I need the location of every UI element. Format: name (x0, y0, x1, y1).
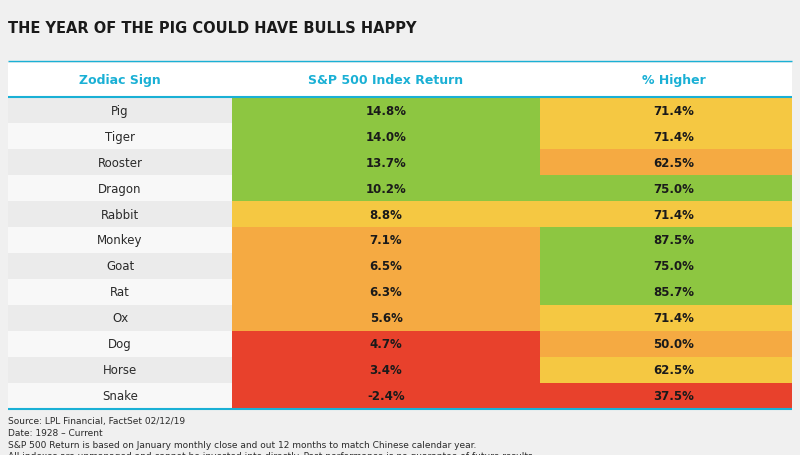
Bar (232, 331, 540, 357)
Text: 13.7%: 13.7% (366, 156, 406, 169)
Text: 75.0%: 75.0% (654, 260, 694, 273)
Bar (8, 150, 232, 176)
Text: Ox: Ox (112, 312, 128, 325)
Text: 75.0%: 75.0% (654, 182, 694, 195)
Bar (8, 253, 232, 279)
Text: Pig: Pig (111, 104, 129, 117)
Text: Rooster: Rooster (98, 156, 142, 169)
Bar (540, 383, 792, 409)
Bar (8, 305, 232, 331)
Text: 71.4%: 71.4% (654, 130, 694, 143)
Text: 3.4%: 3.4% (370, 364, 402, 377)
Text: Zodiac Sign: Zodiac Sign (79, 74, 161, 87)
Text: 6.3%: 6.3% (370, 286, 402, 299)
Bar (540, 98, 792, 124)
Text: 8.8%: 8.8% (370, 208, 402, 221)
Bar (8, 98, 232, 124)
Text: 10.2%: 10.2% (366, 182, 406, 195)
Text: 85.7%: 85.7% (654, 286, 694, 299)
Bar (232, 124, 540, 150)
Text: Source: LPL Financial, FactSet 02/12/19: Source: LPL Financial, FactSet 02/12/19 (8, 416, 185, 425)
Text: 4.7%: 4.7% (370, 338, 402, 351)
Bar (232, 305, 540, 331)
Bar (540, 331, 792, 357)
Bar (540, 357, 792, 383)
Bar (8, 202, 232, 228)
Bar (8, 357, 232, 383)
Text: S&P 500 Return is based on January monthly close and out 12 months to match Chin: S&P 500 Return is based on January month… (8, 440, 476, 449)
Text: Date: 1928 – Current: Date: 1928 – Current (8, 428, 102, 437)
Bar (540, 228, 792, 253)
Bar (232, 98, 540, 124)
Bar (540, 124, 792, 150)
Bar (8, 279, 232, 305)
Text: Rat: Rat (110, 286, 130, 299)
Text: 62.5%: 62.5% (654, 364, 694, 377)
Text: Snake: Snake (102, 389, 138, 403)
Bar (8, 331, 232, 357)
Bar (540, 305, 792, 331)
Text: 37.5%: 37.5% (654, 389, 694, 403)
Text: 71.4%: 71.4% (654, 208, 694, 221)
Text: Tiger: Tiger (105, 130, 135, 143)
Text: All indexes are unmanaged and cannot be invested into directly. Past performance: All indexes are unmanaged and cannot be … (8, 451, 535, 455)
Text: S&P 500 Index Return: S&P 500 Index Return (309, 74, 463, 87)
Bar (540, 279, 792, 305)
Bar (232, 383, 540, 409)
Text: 7.1%: 7.1% (370, 234, 402, 247)
Bar (8, 124, 232, 150)
Text: 6.5%: 6.5% (370, 260, 402, 273)
Text: 87.5%: 87.5% (654, 234, 694, 247)
Text: 62.5%: 62.5% (654, 156, 694, 169)
Bar (232, 253, 540, 279)
Bar (232, 228, 540, 253)
Bar (8, 383, 232, 409)
Text: Dragon: Dragon (98, 182, 142, 195)
Bar (232, 357, 540, 383)
Text: 71.4%: 71.4% (654, 104, 694, 117)
Bar (540, 150, 792, 176)
Text: 5.6%: 5.6% (370, 312, 402, 325)
Bar (540, 176, 792, 202)
Bar (232, 176, 540, 202)
Text: Monkey: Monkey (98, 234, 142, 247)
Bar (8, 64, 792, 98)
Bar (540, 202, 792, 228)
Text: 71.4%: 71.4% (654, 312, 694, 325)
Text: -2.4%: -2.4% (367, 389, 405, 403)
Text: 14.0%: 14.0% (366, 130, 406, 143)
Bar (8, 176, 232, 202)
Text: 14.8%: 14.8% (366, 104, 406, 117)
Bar (232, 150, 540, 176)
Text: THE YEAR OF THE PIG COULD HAVE BULLS HAPPY: THE YEAR OF THE PIG COULD HAVE BULLS HAP… (8, 20, 417, 35)
Text: Rabbit: Rabbit (101, 208, 139, 221)
Bar (232, 202, 540, 228)
Text: Dog: Dog (108, 338, 132, 351)
Text: Horse: Horse (103, 364, 137, 377)
Text: 50.0%: 50.0% (654, 338, 694, 351)
Bar (8, 228, 232, 253)
Bar (540, 253, 792, 279)
Text: Goat: Goat (106, 260, 134, 273)
Text: % Higher: % Higher (642, 74, 706, 87)
Bar (232, 279, 540, 305)
